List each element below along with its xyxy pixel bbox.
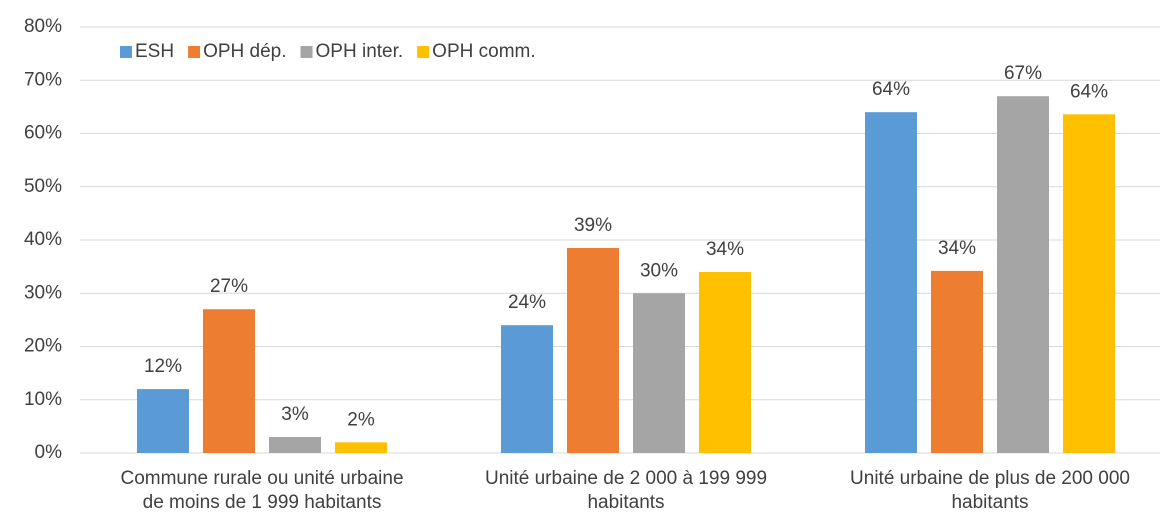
legend-label: ESH — [135, 41, 174, 62]
bar — [931, 270, 983, 453]
y-tick-label: 20% — [24, 336, 62, 357]
bar — [633, 293, 685, 453]
legend-swatch — [417, 46, 430, 58]
bar — [699, 271, 751, 453]
x-tick-label: habitants — [951, 492, 1028, 513]
x-tick-label: de moins de 1 999 habitants — [143, 492, 382, 513]
data-label: 30% — [640, 260, 678, 281]
legend-swatch — [120, 46, 132, 58]
y-tick-label: 0% — [35, 442, 63, 463]
x-tick-label: Unité urbaine de 2 000 à 199 999 — [485, 468, 767, 489]
data-label: 12% — [144, 356, 182, 377]
bar — [203, 309, 255, 453]
data-label: 34% — [938, 238, 976, 259]
y-tick-label: 60% — [24, 123, 62, 144]
legend-label: OPH inter. — [316, 41, 404, 62]
bar — [269, 437, 321, 453]
bar — [865, 112, 917, 453]
data-label: 34% — [706, 239, 744, 260]
data-label: 39% — [574, 215, 612, 236]
y-tick-label: 10% — [24, 389, 62, 410]
data-label: 24% — [508, 292, 546, 313]
bar — [335, 442, 387, 453]
legend-label: OPH dép. — [203, 41, 286, 62]
bar — [567, 247, 619, 453]
y-tick-label: 70% — [24, 69, 62, 90]
legend-swatch — [188, 46, 201, 58]
data-label: 2% — [347, 409, 375, 430]
x-tick-label: habitants — [587, 492, 664, 513]
data-label: 67% — [1004, 63, 1042, 84]
data-label: 3% — [281, 404, 309, 425]
bar — [1063, 114, 1115, 453]
data-label: 64% — [872, 79, 910, 100]
y-tick-label: 40% — [24, 229, 62, 250]
bar — [137, 389, 189, 453]
data-label: 27% — [210, 276, 248, 297]
y-tick-label: 80% — [24, 16, 62, 37]
legend-swatch — [300, 46, 313, 58]
x-tick-label: Unité urbaine de plus de 200 000 — [850, 468, 1130, 489]
bar — [997, 96, 1049, 453]
y-tick-label: 30% — [24, 282, 62, 303]
y-tick-label: 50% — [24, 176, 62, 197]
data-label: 64% — [1070, 81, 1108, 102]
x-tick-label: Commune rurale ou unité urbaine — [120, 468, 403, 489]
bar — [501, 325, 553, 453]
legend-label: OPH comm. — [432, 41, 535, 62]
